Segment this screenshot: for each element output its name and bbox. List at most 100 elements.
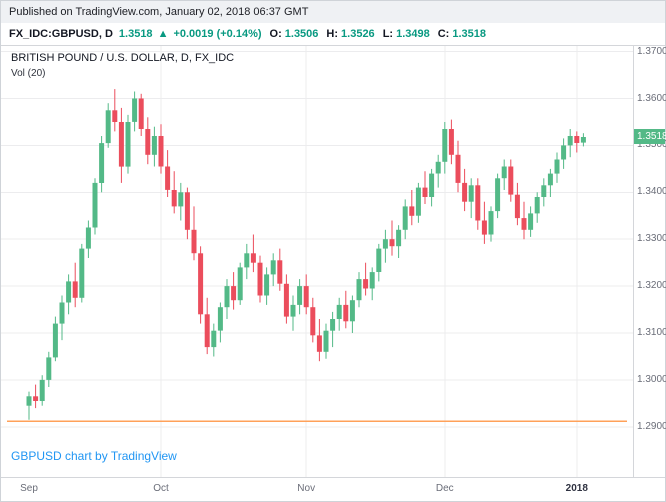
low-label: L: [382,28,394,40]
candle-body [277,260,283,284]
candle-body [323,330,329,352]
time-axis-label: 2018 [565,483,588,494]
candle-body [554,159,560,174]
candle-body [158,136,164,167]
candle-body [567,136,573,146]
open-label: O: [269,28,282,40]
candle-body [270,260,276,275]
price-axis-label: 1.2900 [637,420,666,432]
candle-body [488,211,494,235]
candle-body [204,314,210,348]
candle-body [396,229,402,247]
candle-body [448,129,454,155]
candle-body [501,166,507,179]
candle-body [72,281,78,298]
candle-body [250,253,256,263]
symbol-name[interactable]: FX_IDC:GBPUSD, D [9,28,113,40]
chart-legend-title: BRITISH POUND / U.S. DOLLAR, D, FX_IDC [11,52,235,64]
chart-body: BRITISH POUND / U.S. DOLLAR, D, FX_IDC V… [1,46,666,477]
candle-body [171,190,177,207]
tradingview-attribution-link[interactable]: GBPUSD chart by TradingView [11,449,177,463]
symbol-bar: FX_IDC:GBPUSD, D 1.3518 ▲ +0.0019 (+0.14… [1,23,665,45]
candle-body [33,396,39,401]
candle-body [264,274,270,296]
open-value: 1.3506 [284,28,319,40]
candle-body [442,129,448,162]
published-bar: Published on TradingView.com, January 02… [1,1,665,23]
candle-body [574,136,580,143]
candle-body [336,304,342,319]
high-value: 1.3526 [341,28,375,40]
change-arrow-up-icon: ▲ [157,28,169,40]
candle-body [244,253,250,268]
candle-body [217,307,223,331]
candle-body [191,229,197,254]
candle-body [46,357,52,380]
candle-body [303,286,309,308]
candle-body [132,98,138,122]
price-tag: 1.3518 [634,129,666,145]
candle-body [316,335,322,352]
chart-area: BRITISH POUND / U.S. DOLLAR, D, FX_IDC V… [1,45,666,501]
candle-body [541,185,547,197]
candle-body [39,379,45,401]
published-text: Published on TradingView.com, January 02… [9,6,309,18]
price-axis-label: 1.3400 [637,186,666,198]
candle-body [79,248,85,298]
chart-plot[interactable]: BRITISH POUND / U.S. DOLLAR, D, FX_IDC V… [1,46,633,477]
price-axis[interactable]: 1.3518 1.3700 1.3600 1.3500 1.3400 1.3300 1.3… [633,46,666,477]
candle-body [415,187,421,216]
candle-body [330,319,336,331]
candle-body [369,272,375,289]
time-axis[interactable]: Sep Oct Nov Dec 2018 [1,477,665,501]
candle-body [310,307,316,336]
candle-body [376,248,382,272]
candle-body [508,166,514,195]
candle-body [105,110,111,144]
candle-body [534,197,540,214]
high-label: H: [326,28,339,40]
candlestick-svg [1,46,633,477]
candle-body [59,302,65,324]
candle-body [521,218,527,230]
volume-indicator-label: Vol (20) [11,68,46,79]
candle-body [363,279,369,289]
candle-body [481,220,487,235]
time-axis-label: Sep [20,483,38,494]
candle-body [178,192,184,207]
candle-body [580,137,586,143]
candle-body [297,286,303,305]
price-axis-label: 1.3000 [637,373,666,385]
candle-body [343,304,349,322]
candle-body [402,206,408,230]
candle-body [475,185,481,221]
candle-body [66,281,72,303]
candle-body [257,262,263,296]
candle-body [462,182,468,202]
candle-body [468,185,474,202]
candle-body [118,122,124,167]
candle-body [92,182,98,228]
time-axis-label: Oct [153,483,169,494]
candle-body [429,173,435,197]
candle-body [514,194,520,219]
price-axis-label: 1.3600 [637,92,666,104]
candle-body [237,267,243,301]
price-axis-label: 1.3500 [637,139,666,151]
candle-body [211,330,217,348]
candle-body [290,304,296,317]
candle-body [26,396,32,406]
candle-body [165,166,171,190]
candle-body [528,213,534,230]
candle-body [112,110,118,122]
candle-body [283,283,289,317]
candle-body [198,253,204,315]
candle-body [85,227,91,249]
last-price: 1.3518 [118,28,153,40]
candle-body [435,161,441,174]
close-label: C: [437,28,450,40]
price-axis-label: 1.3100 [637,327,666,339]
price-axis-label: 1.3200 [637,280,666,292]
candle-body [495,178,501,212]
